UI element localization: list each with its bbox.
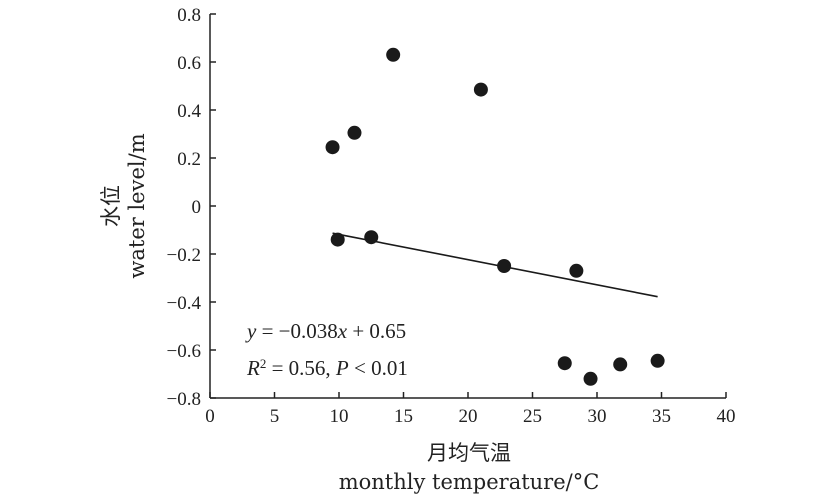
- r-rest: = 0.56,: [266, 356, 336, 380]
- p-rest: < 0.01: [349, 356, 408, 380]
- y-tick-label: 0: [192, 197, 202, 218]
- x-axis-label-en: monthly temperature/°C: [339, 470, 600, 494]
- x-tick-label: 35: [652, 406, 671, 427]
- data-point: [650, 353, 665, 368]
- y-tick-label: −0.2: [167, 245, 201, 266]
- x-tick-label: 30: [588, 406, 607, 427]
- x-tick-label: 40: [717, 406, 736, 427]
- data-point: [473, 82, 488, 97]
- data-point: [583, 371, 598, 386]
- x-tick-label: 15: [394, 406, 413, 427]
- y-tick-label: 0.4: [177, 101, 201, 122]
- regression-equation: y = −0.038x + 0.65: [245, 319, 406, 343]
- data-point: [557, 356, 572, 371]
- y-tick-label: 0.8: [177, 5, 201, 26]
- r-squared-p: R2 = 0.56, P < 0.01: [246, 356, 408, 381]
- p-symbol: P: [335, 356, 349, 380]
- x-ticks: 0 5 10 15 20 25 30 35 40: [205, 392, 736, 427]
- eq-tail: + 0.65: [347, 319, 406, 343]
- y-tick-label: −0.8: [167, 389, 201, 410]
- data-points: [325, 47, 665, 386]
- x-tick-label: 20: [459, 406, 478, 427]
- eq-y: y: [245, 319, 257, 343]
- y-axis-label-en: water level/m: [125, 133, 149, 278]
- data-point: [330, 232, 345, 247]
- data-point: [347, 125, 362, 140]
- r-superscript: 2: [260, 356, 267, 371]
- y-tick-label: 0.6: [177, 53, 201, 74]
- x-axis-label-cn: 月均气温: [427, 441, 511, 465]
- data-point: [497, 259, 512, 273]
- trend-line: [332, 232, 658, 298]
- data-point: [325, 140, 340, 155]
- eq-rest: = −0.038: [256, 319, 337, 343]
- data-point: [613, 357, 628, 372]
- x-tick-label: 10: [330, 406, 349, 427]
- y-tick-label: 0.2: [177, 149, 201, 170]
- data-point: [364, 230, 379, 245]
- data-point: [386, 47, 401, 62]
- data-point: [569, 263, 584, 278]
- y-ticks: 0.8 0.6 0.4 0.2 0 −0.2 −0.4 −0.6 −0.8: [167, 5, 216, 410]
- r-symbol: R: [246, 356, 260, 380]
- eq-x: x: [337, 319, 348, 343]
- x-tick-label: 5: [270, 406, 280, 427]
- y-tick-label: −0.4: [167, 293, 202, 314]
- x-tick-label: 0: [205, 406, 215, 427]
- y-axis-label-cn: 水位: [99, 185, 123, 227]
- y-tick-label: −0.6: [167, 341, 201, 362]
- x-tick-label: 25: [523, 406, 542, 427]
